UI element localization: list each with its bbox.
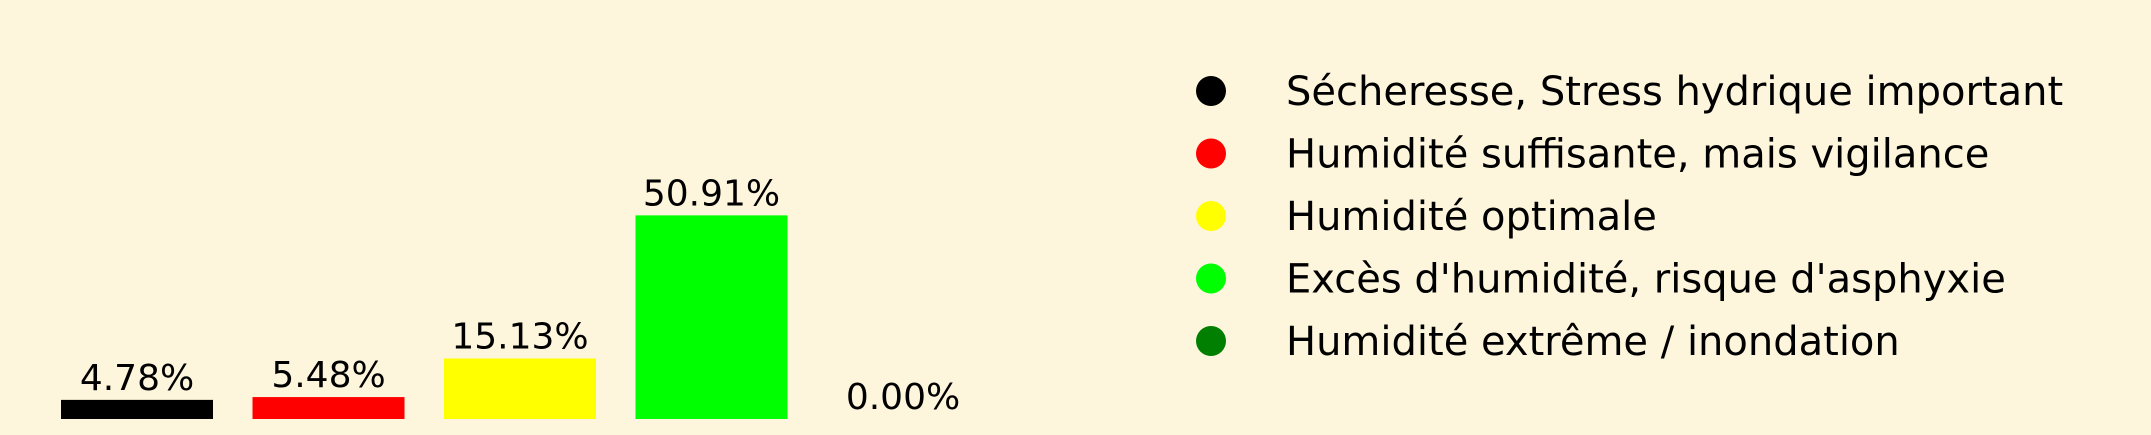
bars-group: 4.78% 5.48% 15.13% 50.91% 0.00% bbox=[61, 173, 960, 419]
legend-label-2: Humidité suffisante, mais vigilance bbox=[1286, 132, 1989, 178]
bar-4 bbox=[635, 215, 788, 419]
legend-marker-4 bbox=[1196, 263, 1226, 294]
legend-marker-1 bbox=[1196, 76, 1226, 106]
bar-value-label-5: 0.00% bbox=[846, 377, 960, 418]
legend: Sécheresse, Stress hydrique important Hum… bbox=[1196, 69, 2063, 365]
legend-label-5: Humidité extrême / inondation bbox=[1286, 319, 1900, 365]
bar-value-label-2: 5.48% bbox=[271, 355, 385, 396]
legend-label-3: Humidité optimale bbox=[1286, 194, 1657, 240]
bar-2 bbox=[252, 397, 405, 419]
bar-value-label-4: 50.91% bbox=[643, 173, 780, 214]
legend-marker-5 bbox=[1196, 326, 1226, 356]
bar-value-label-3: 15.13% bbox=[451, 316, 588, 357]
bar-3 bbox=[444, 358, 596, 419]
legend-marker-2 bbox=[1196, 138, 1226, 169]
legend-label-4: Excès d'humidité, risque d'asphyxie bbox=[1286, 257, 2006, 303]
legend-marker-3 bbox=[1196, 201, 1226, 231]
bar-1 bbox=[61, 399, 213, 419]
legend-label-1: Sécheresse, Stress hydrique important bbox=[1286, 69, 2063, 115]
bar-value-label-1: 4.78% bbox=[80, 358, 194, 399]
